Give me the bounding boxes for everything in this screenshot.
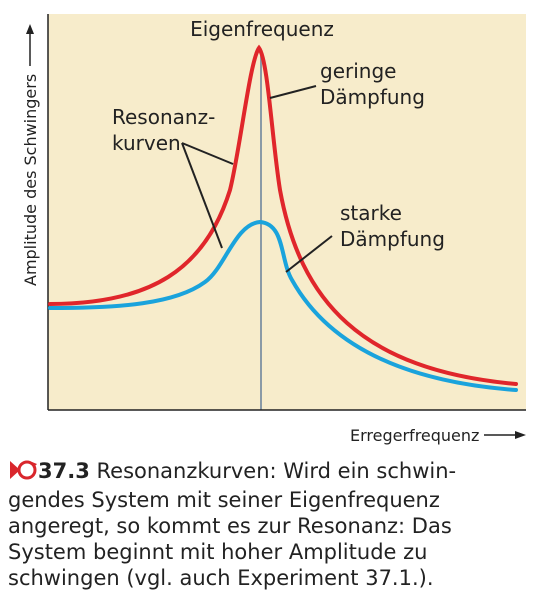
- strong-damping-label-line2: Dämpfung: [340, 227, 445, 251]
- figure-number: 37.3: [38, 459, 90, 483]
- y-axis-label: Amplitude des Schwingers: [21, 74, 40, 286]
- low-damping-label-line1: geringe: [320, 59, 396, 83]
- curve-strong-damping: [48, 219, 518, 392]
- figure-caption: 37.3 Resonanzkurven: Wird ein schwin- ge…: [8, 458, 528, 591]
- x-axis-arrow-head: [515, 431, 526, 439]
- plot-background: [48, 14, 526, 410]
- caption-line-5: schwingen (vgl. auch Experiment 37.1.).: [8, 566, 434, 590]
- strong-damping-label-line1: starke: [340, 201, 402, 225]
- resonance-diagram: Eigenfrequenz geringe Dämpfung Resonanz-…: [21, 14, 526, 445]
- resonance-leader-red: [181, 142, 234, 165]
- low-damping-leader: [269, 85, 317, 99]
- y-axis-arrow-head: [26, 24, 34, 34]
- x-axis-label: Erregerfrequenz: [350, 426, 479, 445]
- resonance-leader-blue: [181, 142, 223, 249]
- curve-low-damping: [48, 44, 518, 386]
- resonance-label-line1: Resonanz-: [112, 105, 215, 129]
- caption-line-3: angeregt, so kommt es zur Resonanz: Das: [8, 514, 452, 538]
- caption-line-1: Resonanzkurven: Wird ein schwin-: [96, 459, 457, 483]
- strong-damping-leader: [285, 235, 333, 273]
- low-damping-label-line2: Dämpfung: [320, 85, 425, 109]
- caption-line-4: System beginnt mit hoher Amplitude zu: [8, 540, 428, 564]
- eigenfrequenz-label: Eigenfrequenz: [190, 17, 334, 41]
- caption-line-2: gendes System mit seiner Eigenfrequenz: [8, 488, 440, 512]
- resonance-label-line2: kurven: [112, 131, 181, 155]
- experiment-link-icon: [8, 459, 38, 487]
